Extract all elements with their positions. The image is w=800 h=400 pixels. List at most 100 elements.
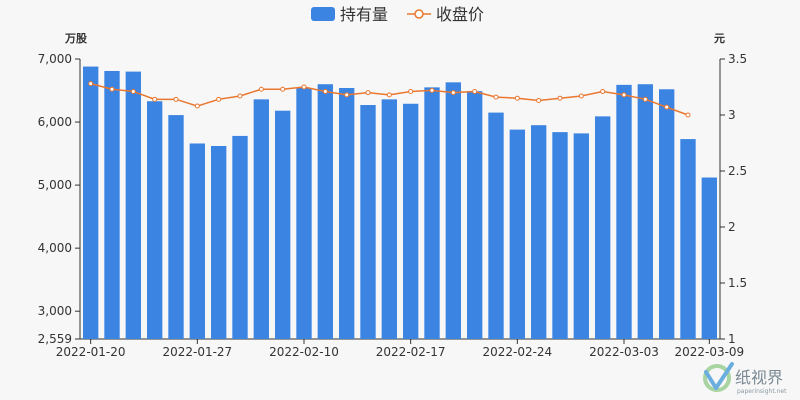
- holdings-bar[interactable]: [424, 87, 440, 340]
- holdings-bar[interactable]: [530, 125, 547, 339]
- holdings-bar[interactable]: [146, 101, 163, 340]
- right-tick-label: 2: [728, 220, 736, 234]
- close-price-point[interactable]: [621, 92, 627, 98]
- close-price-point[interactable]: [216, 96, 222, 102]
- bar-series-holdings: [82, 66, 718, 340]
- holdings-bar[interactable]: [360, 105, 376, 339]
- legend-item-holdings[interactable]: 持有量: [311, 5, 388, 24]
- holdings-bar[interactable]: [509, 129, 526, 339]
- close-price-point[interactable]: [450, 90, 456, 96]
- holdings-bar[interactable]: [488, 112, 504, 339]
- close-price-point[interactable]: [322, 88, 328, 94]
- close-price-point[interactable]: [88, 81, 94, 87]
- x-tick-label: 2022-02-10: [269, 345, 339, 359]
- holdings-bar[interactable]: [445, 82, 462, 339]
- close-price-point[interactable]: [194, 103, 200, 109]
- axes: [79, 59, 721, 340]
- right-tick-label: 3: [728, 108, 736, 122]
- x-tick-label: 2022-03-03: [589, 345, 659, 359]
- holdings-bar[interactable]: [274, 110, 291, 339]
- left-tick-label: 2,559: [38, 332, 72, 346]
- close-price-point[interactable]: [152, 96, 158, 102]
- holdings-bar[interactable]: [125, 71, 142, 340]
- close-price-point[interactable]: [685, 112, 691, 118]
- close-price-point[interactable]: [472, 88, 478, 94]
- holdings-bar[interactable]: [466, 91, 483, 340]
- holdings-bar[interactable]: [573, 133, 590, 339]
- close-price-point[interactable]: [237, 93, 243, 99]
- holdings-bar[interactable]: [253, 99, 270, 339]
- left-axis-ticks: 2,559 3,000 4,000 5,000 6,000 7,000: [38, 52, 80, 346]
- right-axis-unit: 元: [714, 32, 725, 45]
- close-price-point[interactable]: [408, 88, 414, 94]
- close-price-point[interactable]: [578, 93, 584, 99]
- holdings-bar[interactable]: [104, 70, 120, 339]
- close-price-point[interactable]: [429, 87, 435, 93]
- left-tick-label: 5,000: [38, 178, 72, 192]
- holdings-bar[interactable]: [658, 89, 675, 339]
- legend-label-close-price: 收盘价: [436, 5, 484, 24]
- watermark-text: 纸视界: [735, 368, 783, 387]
- x-tick-label: 2022-02-24: [482, 345, 552, 359]
- holdings-bar[interactable]: [381, 99, 398, 339]
- right-axis-ticks: 1 1.5 2 2.5 3 3.5: [720, 52, 747, 346]
- x-tick-label: 2022-03-09: [674, 345, 744, 359]
- left-tick-label: 7,000: [38, 52, 72, 66]
- close-price-point[interactable]: [280, 86, 286, 92]
- left-tick-label: 6,000: [38, 115, 72, 129]
- holdings-bar[interactable]: [616, 84, 632, 339]
- close-price-point[interactable]: [130, 88, 136, 94]
- line-series-close-price: [88, 81, 691, 118]
- holdings-bar[interactable]: [402, 103, 419, 339]
- close-price-point[interactable]: [386, 92, 392, 98]
- x-tick-label: 2022-01-20: [56, 345, 126, 359]
- legend-bar-swatch: [311, 7, 335, 21]
- holdings-bar[interactable]: [232, 135, 248, 339]
- logo-ring: [703, 364, 731, 392]
- legend-label-holdings: 持有量: [340, 5, 388, 24]
- holdings-bar[interactable]: [594, 116, 611, 340]
- right-tick-label: 3.5: [728, 52, 747, 66]
- close-price-point[interactable]: [365, 90, 371, 96]
- left-axis-unit: 万股: [64, 32, 88, 45]
- holdings-bar[interactable]: [680, 139, 696, 339]
- holdings-bar[interactable]: [637, 84, 654, 339]
- close-price-point[interactable]: [493, 94, 499, 100]
- x-axis-ticks: 2022-01-20 2022-01-27 2022-02-10 2022-02-17…: [56, 339, 744, 359]
- holdings-bar[interactable]: [701, 177, 718, 339]
- watermark-logo: 纸视界 paperinsight.net: [703, 362, 787, 395]
- left-tick-label: 4,000: [38, 241, 72, 255]
- close-price-point[interactable]: [258, 86, 264, 92]
- close-price-point[interactable]: [600, 88, 606, 94]
- logo-check-icon: [704, 362, 734, 390]
- close-price-point[interactable]: [344, 92, 350, 98]
- holdings-bar[interactable]: [168, 115, 184, 339]
- watermark-subtext: paperinsight.net: [737, 388, 787, 395]
- close-price-point[interactable]: [301, 84, 307, 90]
- right-tick-label: 2.5: [728, 164, 747, 178]
- close-price-point[interactable]: [173, 96, 179, 102]
- holdings-bar[interactable]: [317, 84, 334, 339]
- x-tick-label: 2022-02-17: [376, 345, 446, 359]
- x-tick-label: 2022-01-27: [162, 345, 232, 359]
- holdings-bar[interactable]: [552, 132, 568, 339]
- legend-item-close-price[interactable]: 收盘价: [407, 5, 484, 24]
- holdings-bar[interactable]: [210, 146, 227, 339]
- holdings-bar[interactable]: [296, 88, 312, 339]
- close-price-point[interactable]: [514, 95, 520, 101]
- holdings-bar[interactable]: [189, 143, 206, 339]
- legend[interactable]: 持有量 收盘价: [311, 5, 484, 24]
- holdings-bar[interactable]: [338, 88, 355, 339]
- close-price-point[interactable]: [642, 96, 648, 102]
- legend-line-marker: [414, 9, 424, 19]
- holdings-bar[interactable]: [82, 66, 99, 339]
- right-tick-label: 1.5: [728, 276, 747, 290]
- close-price-point[interactable]: [664, 104, 670, 110]
- close-price-point[interactable]: [557, 95, 563, 101]
- right-tick-label: 1: [728, 332, 736, 346]
- left-tick-label: 3,000: [38, 304, 72, 318]
- close-price-point[interactable]: [536, 97, 542, 103]
- close-price-point[interactable]: [109, 86, 115, 92]
